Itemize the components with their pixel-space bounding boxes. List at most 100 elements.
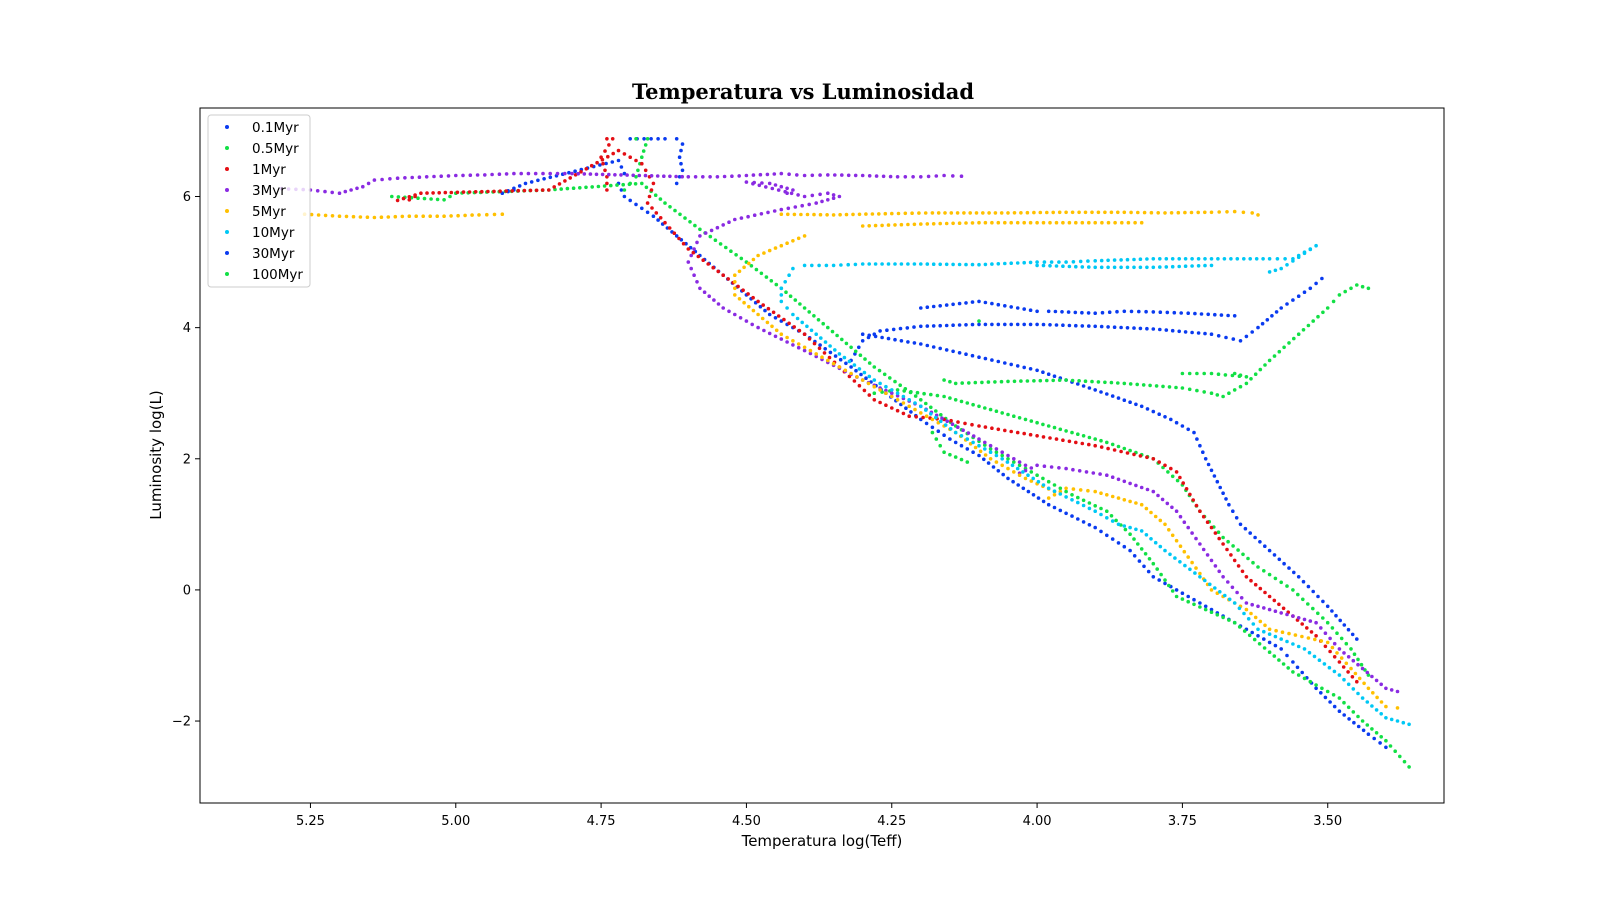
- data-point: [533, 171, 538, 176]
- data-point: [1139, 529, 1144, 533]
- data-point: [698, 234, 702, 238]
- legend-label: 10Myr: [252, 225, 295, 241]
- data-point: [1351, 687, 1356, 691]
- data-point: [1350, 675, 1355, 679]
- legend-marker: [225, 272, 229, 276]
- data-point: [857, 383, 862, 388]
- data-point: [759, 212, 764, 216]
- data-point: [631, 173, 635, 178]
- data-point: [1015, 306, 1020, 310]
- data-point: [996, 359, 1001, 364]
- data-point: [965, 447, 970, 451]
- data-point: [1263, 363, 1267, 367]
- data-point: [584, 167, 589, 171]
- data-point: [1365, 723, 1370, 727]
- data-point: [1194, 503, 1199, 508]
- data-point: [1231, 544, 1235, 548]
- data-point: [942, 450, 946, 455]
- data-point: [1344, 641, 1349, 646]
- data-point: [1346, 627, 1351, 632]
- data-point: [1320, 686, 1324, 691]
- data-point: [931, 345, 936, 349]
- x-tick-label: 4.25: [877, 814, 906, 829]
- data-point: [1163, 581, 1167, 586]
- data-point: [548, 171, 552, 176]
- data-point: [658, 197, 663, 201]
- data-point: [692, 273, 696, 278]
- data-point: [439, 174, 444, 178]
- data-point: [1213, 531, 1218, 535]
- data-point: [1048, 220, 1052, 225]
- data-point: [678, 212, 682, 217]
- data-point: [1067, 220, 1072, 225]
- data-point: [644, 185, 649, 190]
- data-point: [1106, 258, 1110, 263]
- data-point: [874, 174, 879, 178]
- data-point: [1169, 211, 1174, 215]
- data-point: [1093, 443, 1097, 448]
- data-point: [565, 186, 570, 191]
- data-point: [1120, 220, 1124, 225]
- data-point: [860, 339, 865, 343]
- data-point: [818, 343, 822, 347]
- data-point: [400, 214, 405, 219]
- data-point: [1201, 450, 1205, 455]
- data-point: [831, 196, 836, 200]
- data-point: [1356, 714, 1360, 719]
- data-point: [991, 465, 996, 469]
- data-point: [563, 171, 567, 176]
- data-point: [756, 299, 760, 304]
- data-point: [516, 188, 521, 193]
- data-point: [555, 171, 560, 176]
- data-point: [858, 353, 863, 358]
- data-point: [1052, 505, 1057, 510]
- data-point: [674, 174, 678, 179]
- data-point: [425, 191, 429, 195]
- data-point: [993, 380, 997, 384]
- data-point: [1132, 326, 1136, 330]
- data-point: [1076, 382, 1080, 386]
- data-point: [1311, 589, 1315, 594]
- data-point: [1138, 265, 1143, 270]
- data-point: [996, 302, 1001, 307]
- data-point: [872, 398, 877, 402]
- data-point: [1349, 666, 1353, 671]
- data-point: [1256, 627, 1260, 632]
- data-point: [1132, 554, 1137, 558]
- data-point: [449, 190, 454, 195]
- data-point: [1198, 443, 1202, 448]
- data-point: [709, 228, 714, 233]
- data-point: [1244, 375, 1249, 379]
- data-point: [605, 181, 609, 186]
- data-point: [1213, 312, 1217, 317]
- data-point: [1112, 265, 1117, 270]
- data-point: [763, 308, 767, 313]
- data-point: [1232, 558, 1237, 563]
- data-point: [344, 214, 349, 219]
- data-point: [1138, 326, 1143, 331]
- data-point: [703, 231, 708, 235]
- data-point: [1145, 455, 1149, 460]
- data-point: [1003, 428, 1007, 433]
- data-point: [1142, 564, 1146, 569]
- data-point: [407, 195, 412, 199]
- data-point: [1096, 210, 1101, 215]
- data-point: [1226, 580, 1230, 584]
- data-point: [1064, 486, 1068, 491]
- data-point: [559, 187, 563, 191]
- data-point: [1000, 411, 1004, 415]
- data-point: [1251, 560, 1255, 565]
- data-point: [1157, 578, 1161, 582]
- data-point: [343, 189, 348, 194]
- data-point: [1223, 593, 1227, 598]
- data-point: [973, 380, 978, 385]
- data-point: [1186, 525, 1190, 530]
- data-point: [1015, 430, 1020, 435]
- data-point: [1009, 429, 1013, 434]
- data-point: [622, 152, 627, 156]
- data-point: [625, 173, 629, 177]
- data-point: [1099, 258, 1104, 263]
- data-point: [672, 231, 677, 235]
- data-point: [1093, 265, 1097, 270]
- data-point: [1198, 601, 1202, 605]
